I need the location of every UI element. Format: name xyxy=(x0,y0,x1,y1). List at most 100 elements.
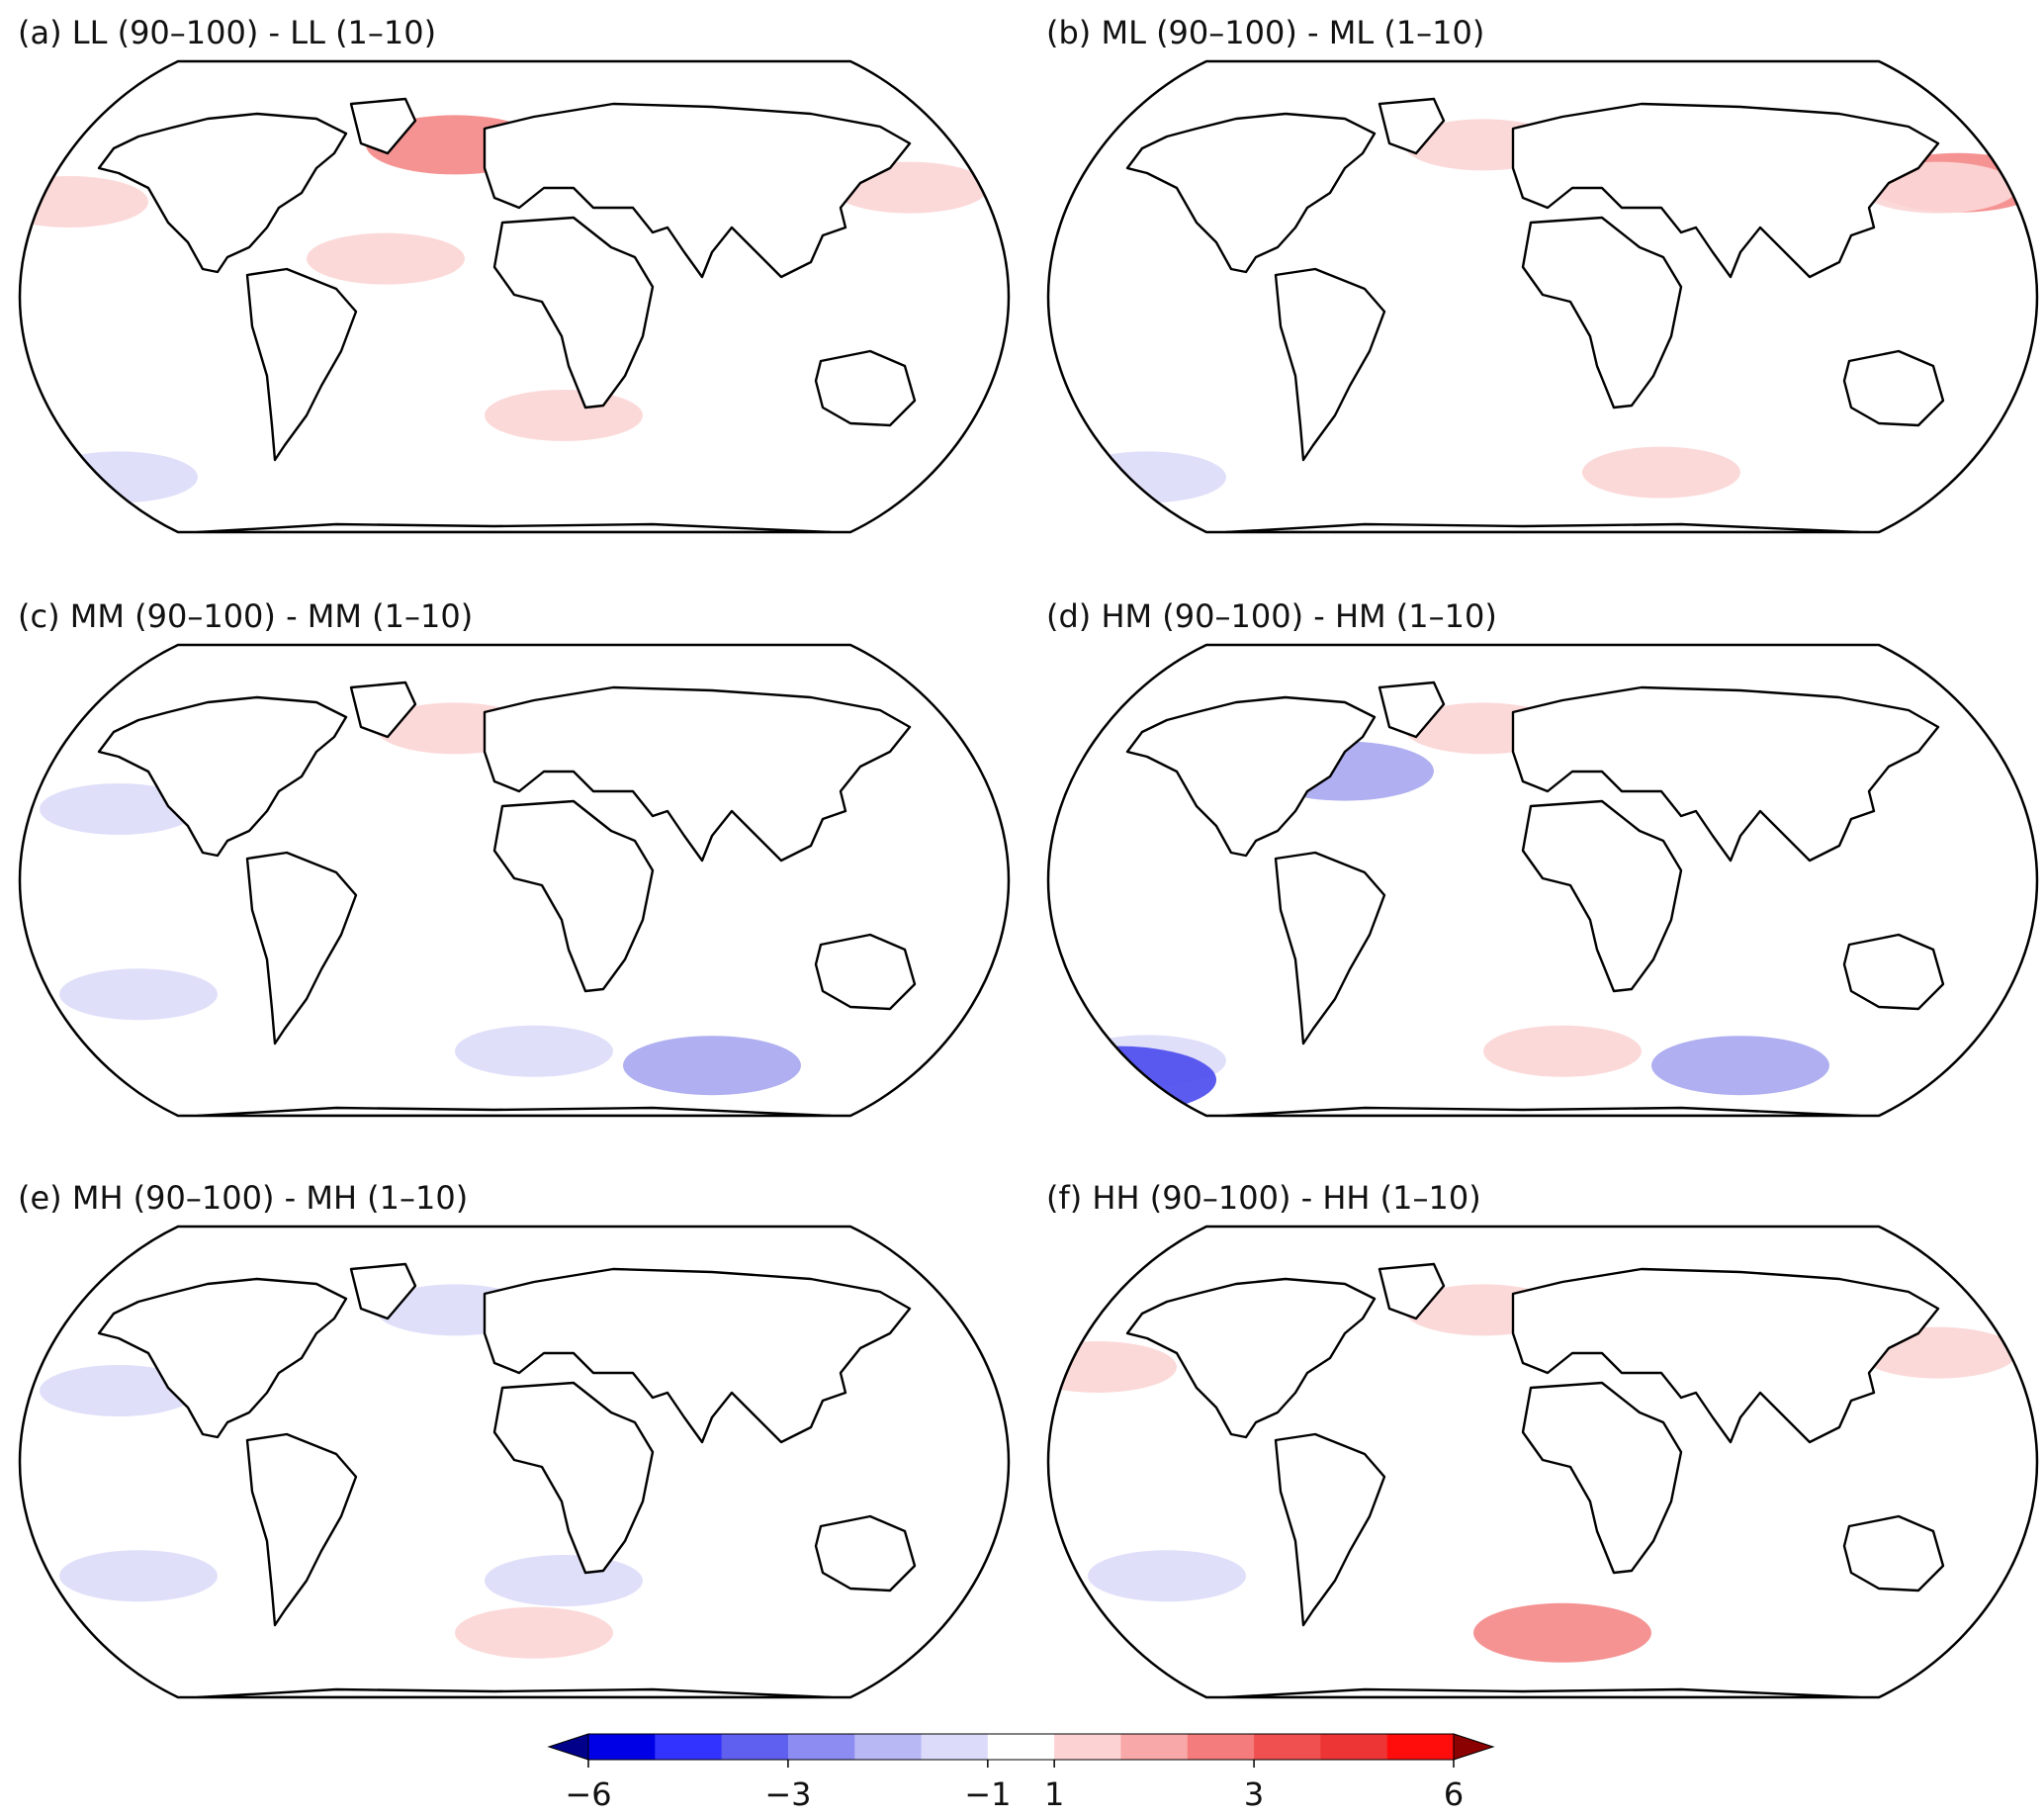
africa-shape xyxy=(1521,1381,1683,1575)
map-boundary xyxy=(1046,643,2039,1118)
eurasia-shape xyxy=(1511,1267,1940,1444)
greenland-shape xyxy=(1377,97,1446,155)
north-america-shape xyxy=(1125,695,1377,858)
map-panel-f: (f) HH (90–100) - HH (1–10) xyxy=(1046,1179,2044,1733)
colorbar-scale xyxy=(547,1733,1495,1768)
south-america-shape xyxy=(245,267,358,462)
south-america-shape xyxy=(245,1432,358,1627)
colorbar-min-extension xyxy=(547,1733,589,1761)
anomaly-south-atlantic xyxy=(455,1606,613,1659)
africa-shape xyxy=(492,1381,655,1575)
colorbar-tick-label: 6 xyxy=(1443,1775,1465,1813)
map-panel-c: (c) MM (90–100) - MM (1–10) xyxy=(18,597,1017,1151)
anomaly-south-atlantic xyxy=(1473,1602,1651,1663)
anomaly-south-indian-ocean xyxy=(485,390,643,441)
colorbar-segment xyxy=(921,1734,989,1760)
antarctica-shape xyxy=(196,1106,833,1116)
north-america-shape xyxy=(97,695,348,858)
anomaly-north-pacific xyxy=(40,1365,198,1416)
antarctica-shape xyxy=(196,522,833,532)
colorbar-tick-label: −1 xyxy=(964,1775,1012,1813)
africa-shape xyxy=(492,799,655,993)
panel-title: (c) MM (90–100) - MM (1–10) xyxy=(18,597,474,635)
map-boundary xyxy=(18,59,1011,534)
north-america-shape xyxy=(97,112,348,274)
panel-title: (d) HM (90–100) - HM (1–10) xyxy=(1046,597,1497,635)
africa-shape xyxy=(1521,216,1683,409)
anomaly-south-atlantic-indian xyxy=(1582,446,1740,499)
anomaly-south-atlantic xyxy=(1483,1025,1642,1077)
north-america-shape xyxy=(1125,112,1377,274)
colorbar-tick-label: 1 xyxy=(1043,1775,1065,1813)
anomaly-south-indian-ocean xyxy=(485,1555,643,1606)
robinson-map xyxy=(18,59,1011,534)
australia-shape xyxy=(814,1514,917,1592)
colorbar-tick-label: −3 xyxy=(764,1775,812,1813)
colorbar-tick-label: −6 xyxy=(565,1775,612,1813)
australia-shape xyxy=(1842,349,1945,427)
panel-title: (e) MH (90–100) - MH (1–10) xyxy=(18,1179,469,1217)
north-america-shape xyxy=(97,1277,348,1439)
africa-shape xyxy=(1521,799,1683,993)
anomaly-southern-ocean-indian-sector xyxy=(1651,1036,1829,1096)
colorbar-segment xyxy=(588,1734,656,1760)
antarctica-shape xyxy=(1224,1687,1861,1697)
australia-shape xyxy=(1842,1514,1945,1592)
panel-title: (a) LL (90–100) - LL (1–10) xyxy=(18,14,437,51)
eurasia-shape xyxy=(1511,685,1940,863)
colorbar-tick-label: 3 xyxy=(1243,1775,1265,1813)
map-panel-b: (b) ML (90–100) - ML (1–10) xyxy=(1046,14,2044,568)
colorbar: −6 −3 −1 1 3 6 xyxy=(547,1733,1495,1819)
colorbar-segment xyxy=(787,1734,855,1760)
colorbar-segment xyxy=(1120,1734,1189,1760)
panel-title: (b) ML (90–100) - ML (1–10) xyxy=(1046,14,1485,51)
colorbar-segment xyxy=(1386,1734,1455,1760)
map-panel-d: (d) HM (90–100) - HM (1–10) xyxy=(1046,597,2044,1151)
anomaly-north-pacific xyxy=(40,783,198,835)
map-panel-a: (a) LL (90–100) - LL (1–10) xyxy=(18,14,1017,568)
anomaly-subtropical-north-atlantic xyxy=(307,232,465,285)
robinson-map xyxy=(1046,59,2039,534)
anomaly-south-pacific xyxy=(59,968,218,1021)
south-america-shape xyxy=(245,851,358,1046)
panel-title: (f) HH (90–100) - HH (1–10) xyxy=(1046,1179,1481,1217)
greenland-shape xyxy=(1377,1262,1446,1320)
anomaly-south-pacific xyxy=(59,1550,218,1602)
eurasia-shape xyxy=(1511,102,1940,279)
eurasia-shape xyxy=(483,102,912,279)
antarctica-shape xyxy=(1224,522,1861,532)
colorbar-segment xyxy=(655,1734,723,1760)
map-boundary xyxy=(1046,1225,2039,1699)
colorbar-segment xyxy=(1254,1734,1321,1760)
robinson-map xyxy=(18,643,1011,1118)
antarctica-shape xyxy=(1224,1106,1861,1116)
greenland-shape xyxy=(349,1262,417,1320)
anomaly-south-pacific xyxy=(1088,1550,1246,1602)
map-boundary xyxy=(18,643,1011,1118)
colorbar-segment xyxy=(854,1734,923,1760)
colorbar-frame xyxy=(587,1733,1455,1761)
colorbar-segment xyxy=(721,1734,789,1760)
robinson-map xyxy=(18,1225,1011,1699)
australia-shape xyxy=(814,933,917,1011)
colorbar-segment xyxy=(987,1734,1055,1760)
africa-shape xyxy=(492,216,655,409)
robinson-map xyxy=(1046,643,2039,1118)
antarctica-shape xyxy=(196,1687,833,1697)
greenland-shape xyxy=(349,97,417,155)
north-america-shape xyxy=(1125,1277,1377,1439)
eurasia-shape xyxy=(483,1267,912,1444)
colorbar-segment xyxy=(1054,1734,1121,1760)
colorbar-segment xyxy=(1187,1734,1255,1760)
south-america-shape xyxy=(1274,1432,1386,1627)
map-boundary xyxy=(1046,59,2039,534)
south-america-shape xyxy=(1274,851,1386,1046)
colorbar-max-extension xyxy=(1453,1733,1495,1761)
robinson-map xyxy=(1046,1225,2039,1699)
greenland-shape xyxy=(1377,681,1446,739)
eurasia-shape xyxy=(483,685,912,863)
map-boundary xyxy=(18,1225,1011,1699)
south-america-shape xyxy=(1274,267,1386,462)
australia-shape xyxy=(1842,933,1945,1011)
anomaly-south-atlantic xyxy=(455,1025,613,1077)
